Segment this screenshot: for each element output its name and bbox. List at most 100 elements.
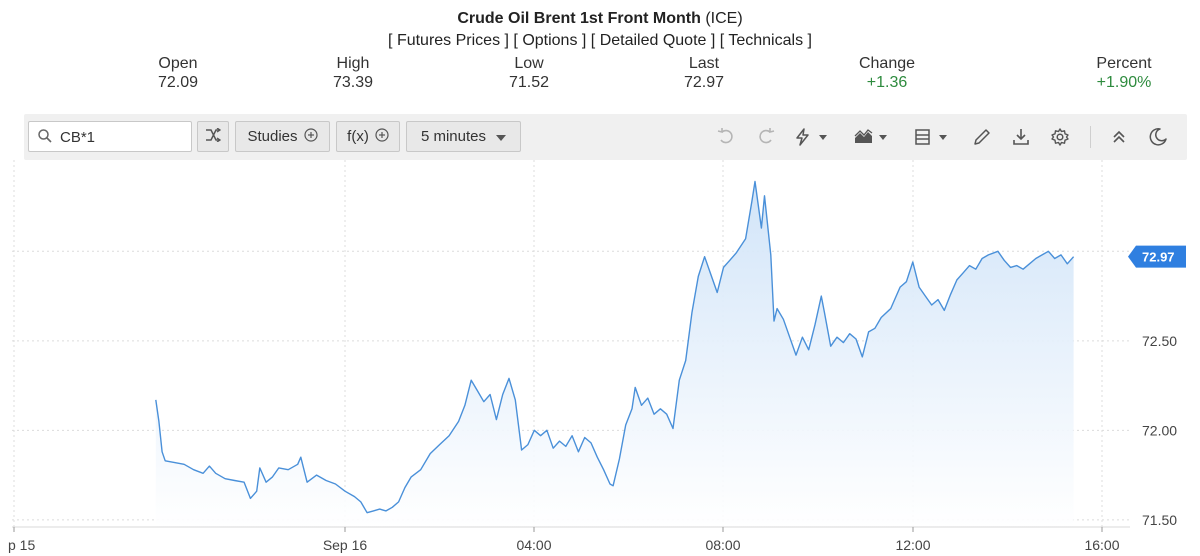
area-chart-icon[interactable] — [852, 126, 894, 148]
link-detailed-quote[interactable]: Detailed Quote — [599, 32, 707, 49]
data-point — [354, 496, 356, 498]
y-axis-ticks: 72.50 72.00 71.50 — [1142, 333, 1177, 528]
data-point — [183, 463, 185, 465]
data-point — [956, 279, 958, 281]
data-point — [439, 444, 441, 446]
stat-value: +1.36 — [866, 74, 908, 91]
interval-label: 5 minutes — [420, 128, 487, 145]
fx-button[interactable]: f(x) — [336, 121, 400, 152]
data-point — [814, 324, 816, 326]
link-technicals[interactable]: Technicals — [728, 32, 804, 49]
dark-mode-icon[interactable] — [1146, 126, 1170, 148]
x-tick-label: 16:00 — [1084, 537, 1119, 553]
x-tick-label: p 15 — [8, 537, 35, 553]
data-point — [208, 465, 210, 467]
data-point — [259, 467, 261, 469]
data-point — [830, 345, 832, 347]
last-price-label: 72.97 — [1142, 250, 1175, 265]
data-point — [842, 342, 844, 344]
exchange-name: (ICE) — [705, 10, 743, 27]
data-point — [603, 469, 605, 471]
chart-toolbar: CB*1 Studies f(x) 5 minutes — [24, 114, 1187, 160]
x-tick-label: Sep 16 — [323, 537, 368, 553]
data-point — [653, 413, 655, 415]
data-point — [754, 181, 756, 183]
data-point — [590, 442, 592, 444]
data-point — [1029, 263, 1031, 265]
layout-icon[interactable] — [912, 126, 954, 148]
link-futures-prices[interactable]: Futures Prices — [396, 32, 501, 49]
data-point — [937, 299, 939, 301]
stat-label: Percent — [1096, 55, 1152, 72]
symbol-input[interactable]: CB*1 — [60, 129, 96, 146]
collapse-icon[interactable] — [1107, 126, 1131, 148]
data-point — [360, 501, 362, 503]
data-point — [981, 258, 983, 260]
data-point — [1010, 266, 1012, 268]
data-point — [297, 463, 299, 465]
data-point — [584, 437, 586, 439]
shuffle-icon — [205, 126, 222, 146]
data-point — [672, 428, 674, 430]
data-point — [215, 472, 217, 474]
chart-title: Crude Oil Brent 1st Front Month (ICE) — [0, 10, 1200, 28]
y-tick-label: 71.50 — [1142, 512, 1177, 528]
pencil-icon[interactable] — [970, 126, 994, 148]
data-point — [618, 458, 620, 460]
data-point — [335, 483, 337, 485]
data-point — [969, 265, 971, 267]
settings-icon[interactable] — [1048, 126, 1072, 148]
data-point — [716, 292, 718, 294]
compare-button[interactable] — [197, 121, 229, 152]
data-point — [912, 261, 914, 263]
data-point — [483, 401, 485, 403]
data-point — [776, 308, 778, 310]
data-point — [836, 336, 838, 338]
download-icon[interactable] — [1009, 126, 1033, 148]
data-point — [316, 474, 318, 476]
data-point — [224, 478, 226, 480]
data-point — [464, 404, 466, 406]
data-point — [161, 451, 163, 453]
data-point — [625, 424, 627, 426]
data-point — [751, 200, 753, 202]
data-point — [975, 268, 977, 270]
data-point — [420, 469, 422, 471]
data-point — [647, 397, 649, 399]
data-point — [287, 469, 289, 471]
studies-button[interactable]: Studies — [235, 121, 330, 152]
price-chart[interactable]: 72.50 72.00 71.50 p 15 Sep 16 04:00 08:00 12:0… — [0, 160, 1200, 556]
x-axis-ticks: p 15 Sep 16 04:00 08:00 12:00 16:00 — [8, 527, 1120, 553]
plus-circle-icon — [303, 127, 318, 146]
data-point — [577, 451, 579, 453]
data-point — [770, 254, 772, 256]
stat-label: Last — [688, 55, 720, 72]
stat-label: Low — [514, 55, 544, 72]
studies-label: Studies — [247, 128, 298, 145]
data-point — [924, 295, 926, 297]
data-point — [808, 349, 810, 351]
data-point — [372, 510, 374, 512]
data-point — [306, 481, 308, 483]
data-point — [704, 256, 706, 258]
link-options[interactable]: Options — [522, 32, 578, 49]
symbol-search[interactable]: CB*1 — [28, 121, 192, 152]
data-point — [820, 295, 822, 297]
data-point — [265, 481, 267, 483]
data-point — [429, 453, 431, 455]
data-point — [565, 445, 567, 447]
redo-icon[interactable] — [754, 126, 778, 148]
data-point — [764, 195, 766, 197]
data-point — [782, 318, 784, 320]
undo-icon[interactable] — [714, 126, 738, 148]
data-point — [729, 259, 731, 261]
y-tick-label: 72.50 — [1142, 333, 1177, 349]
data-point — [256, 490, 258, 492]
data-point — [448, 435, 450, 437]
data-point — [527, 444, 529, 446]
data-point — [391, 506, 393, 508]
interval-select[interactable]: 5 minutes — [406, 121, 521, 152]
data-point — [559, 440, 561, 442]
lightning-icon[interactable] — [792, 126, 834, 148]
data-point — [943, 309, 945, 311]
